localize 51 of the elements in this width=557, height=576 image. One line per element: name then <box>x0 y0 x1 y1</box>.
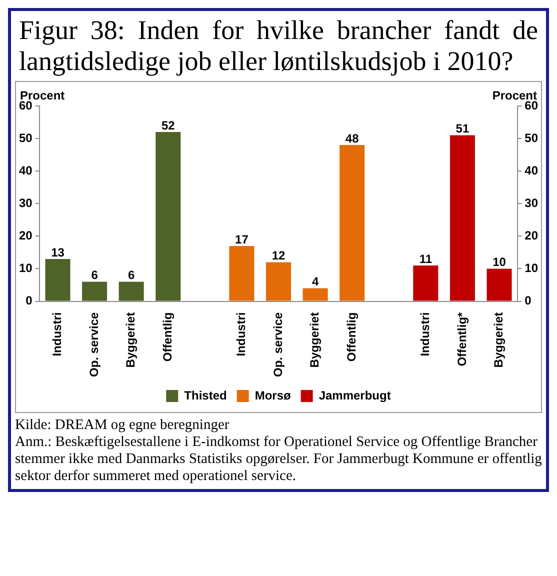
legend-label: Thisted <box>184 388 227 402</box>
data-label: 13 <box>51 245 65 260</box>
y2-tick-label: 0 <box>524 294 532 308</box>
data-label: 48 <box>345 131 360 146</box>
text: Kilde: DREAM og egne beregninger <box>15 417 230 434</box>
data-label: 12 <box>272 248 286 263</box>
legend-label: Jammerbugt <box>318 388 391 402</box>
x-tick-label: Industri <box>50 312 64 356</box>
x-tick-label: Offentlig <box>344 312 358 362</box>
x-tick-label: Op. service <box>270 312 285 378</box>
bar <box>450 135 475 301</box>
data-label: 4 <box>312 274 319 289</box>
data-label: 11 <box>419 252 432 266</box>
x-tick-label: Industri <box>418 312 432 356</box>
bar <box>413 265 438 301</box>
x-tick-label: Byggeriet <box>308 312 322 368</box>
data-label: 10 <box>492 255 506 270</box>
data-label: 6 <box>91 268 98 282</box>
text: Anm.: Beskæftigelsestallene i E-indkomst for Operationel Service og Offentlige Brancher stemmer ikke med Danmarks Statistiks opgørelser. For Jammerbugt Kommune er offentlig sektor derfor summeret med operationel service. <box>15 434 542 485</box>
x-tick-label: Industri <box>234 312 248 356</box>
y2-tick-label: 50 <box>524 130 538 145</box>
bar <box>229 246 254 301</box>
x-tick-label: Offentlig* <box>454 312 469 366</box>
x-tick-label: Op. service <box>86 312 101 378</box>
data-label: 17 <box>235 232 249 246</box>
x-tick-label: Byggeriet <box>124 312 138 368</box>
data-label: 52 <box>161 118 176 132</box>
y-tick-label: 40 <box>18 163 33 178</box>
bar <box>82 282 108 301</box>
x-tick-label: Offentlig <box>160 312 174 362</box>
y2-tick-label: 20 <box>524 228 538 243</box>
y2-tick-label: 10 <box>524 261 538 276</box>
bar <box>266 262 292 301</box>
x-tick-label: Byggeriet <box>492 312 506 368</box>
y-tick-label: 20 <box>18 228 33 243</box>
bar <box>45 258 70 301</box>
legend-label: Morsø <box>254 388 292 402</box>
y2-tick-label: 40 <box>524 163 538 178</box>
y-tick-label: 10 <box>18 261 33 276</box>
y-tick-label: 50 <box>18 130 33 145</box>
bar <box>486 268 512 301</box>
y-tick-label: 30 <box>18 196 33 210</box>
data-label: 51 <box>456 122 470 136</box>
y-tick-label: 0 <box>26 294 33 308</box>
bar <box>340 145 365 301</box>
bar <box>118 282 144 301</box>
bar <box>156 132 181 301</box>
chart-title: Figur 38: Inden for hvilke brancher fandt de langtidsledige job eller løntilskudsjob i 2010? <box>18 14 539 78</box>
y2-tick-label: 30 <box>524 196 538 210</box>
data-label: 6 <box>128 268 135 282</box>
bar <box>302 288 328 301</box>
